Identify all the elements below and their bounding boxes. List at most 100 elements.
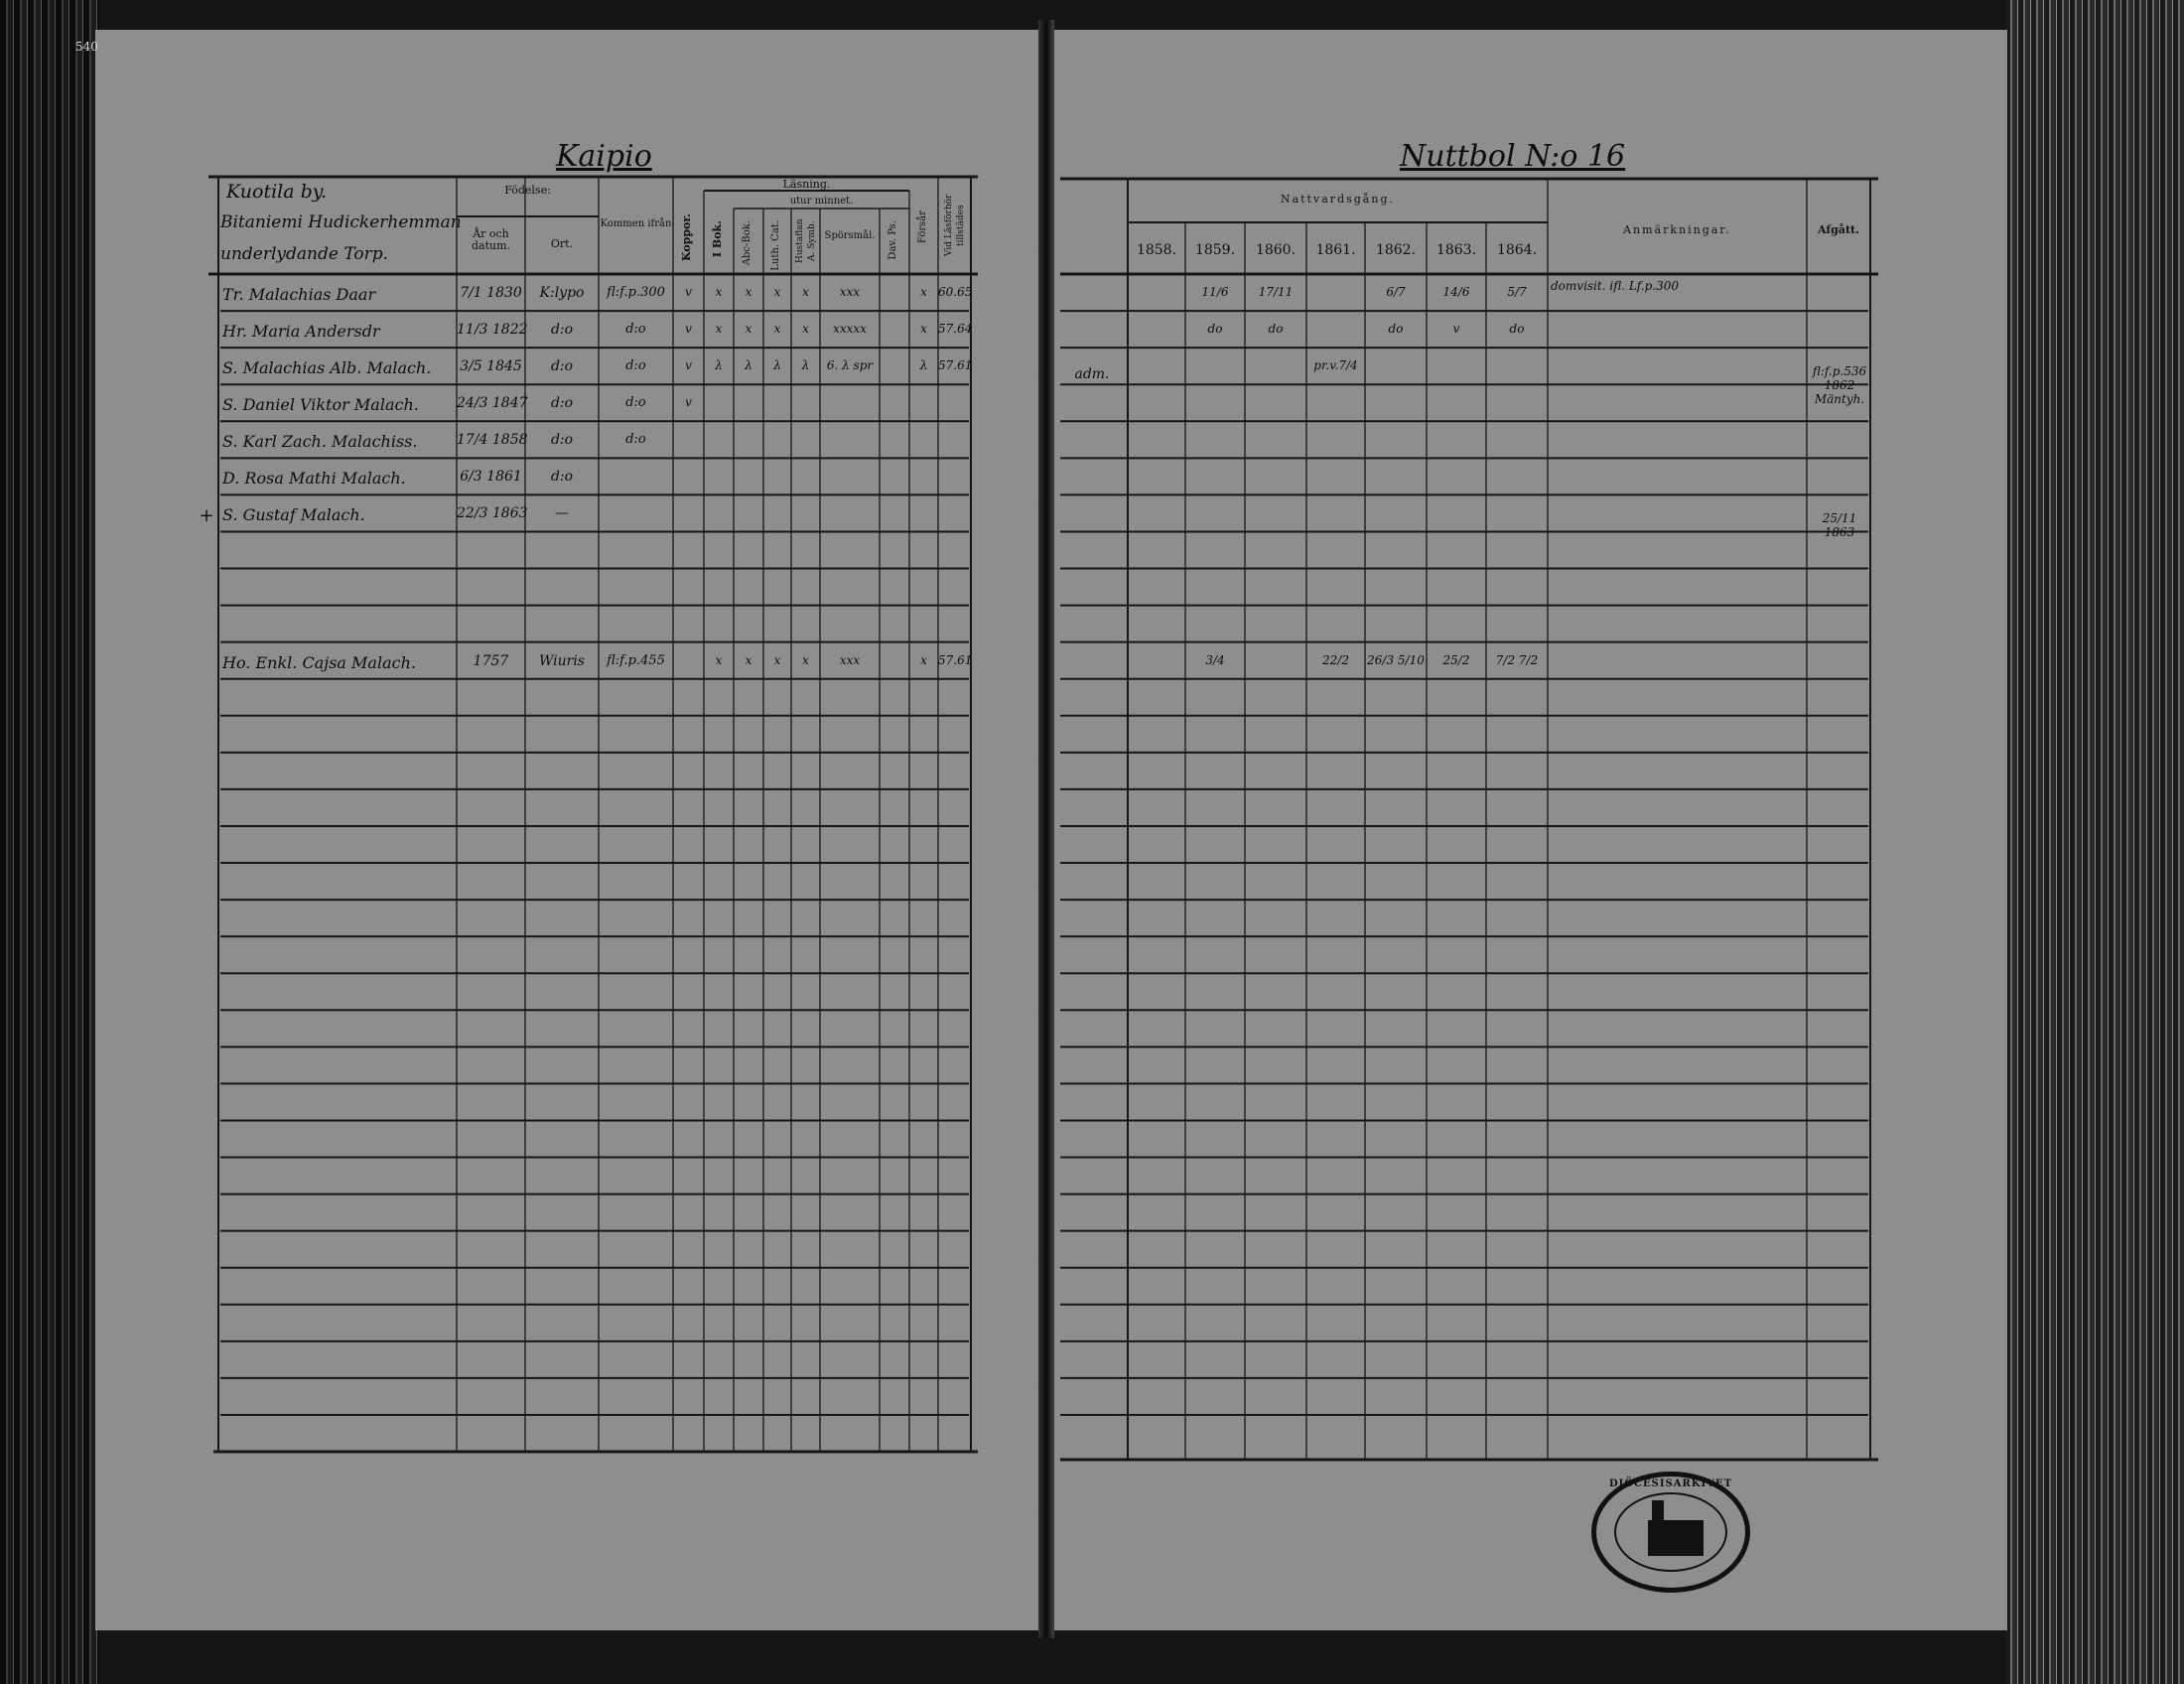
reading-mark-ibok: x: [715, 652, 723, 667]
reading-mark-luth: x: [773, 285, 781, 300]
church-icon: [1648, 1520, 1704, 1556]
communion-date: 14/6: [1442, 285, 1470, 300]
header-sporsmal: Spörsmål.: [824, 230, 876, 241]
person-name: D. Rosa Mathi Malach.: [222, 469, 406, 489]
left-place-title: Kaipio: [556, 139, 652, 174]
moved-from: d:o: [625, 395, 646, 411]
birth-place: Wiuris: [539, 652, 585, 669]
communion-date: do: [1388, 322, 1404, 337]
church-tower-icon: [1652, 1500, 1664, 1522]
reading-mark-husta: λ: [801, 358, 810, 373]
reading-mark-luth: λ: [773, 358, 781, 373]
birth-date: 6/3 1861: [460, 469, 522, 486]
moved-from: fl:f.p.300: [607, 285, 665, 301]
header-year: 1858.: [1136, 242, 1177, 258]
stamp-inner-ring: [1614, 1492, 1727, 1572]
reading-mark-ibok: x: [715, 285, 723, 300]
birth-date: 7/1 1830: [460, 285, 522, 302]
book-gutter: [1038, 20, 1054, 1638]
header-nattvardsgang: Nattvardsgång.: [1281, 193, 1395, 206]
village-header-line-2: Bitaniemi Hudickerhemman: [220, 212, 462, 232]
birth-place: K:lypo: [539, 285, 585, 302]
right-place-title: Nuttbol N:o 16: [1400, 139, 1626, 174]
departure-note: 25/11 1863: [1822, 511, 1857, 540]
reading-mark-spors: 6. λ spr: [826, 358, 874, 373]
person-name: S. Daniel Viktor Malach.: [222, 395, 419, 415]
person-name: S. Gustaf Malach.: [222, 505, 365, 525]
communion-date: 26/3 5/10: [1367, 652, 1425, 667]
reading-mark-koppor: v: [685, 395, 692, 410]
birth-date: 17/4 1858: [457, 432, 528, 449]
reading-mark-ibok: λ: [715, 358, 723, 373]
birth-place: —: [555, 505, 569, 522]
reading-mark-abc: x: [745, 322, 752, 337]
header-koppor: Koppor.: [680, 213, 693, 261]
reading-mark-abc: x: [745, 285, 752, 300]
birth-date: 22/3 1863: [457, 505, 528, 522]
communion-date: v: [1452, 322, 1460, 337]
birth-place: d:o: [550, 432, 574, 449]
row-mark: +: [199, 505, 214, 527]
reading-mark-koppor: v: [685, 322, 692, 337]
header-year: 1864.: [1496, 242, 1538, 258]
reading-mark-forsar: x: [920, 322, 927, 337]
reading-mark-luth: x: [773, 322, 781, 337]
communion-date: do: [1509, 322, 1525, 337]
moved-from: d:o: [625, 358, 646, 374]
reading-mark-spors: xxx: [839, 285, 861, 300]
reading-mark-vid: 57.61: [938, 652, 973, 667]
birth-date: 1757: [473, 652, 509, 669]
person-name: Tr. Malachias Daar: [222, 285, 376, 305]
header-lasning: Läsning.: [782, 178, 831, 191]
reading-mark-forsar: λ: [919, 358, 928, 373]
person-name: S. Karl Zach. Malachiss.: [222, 432, 418, 452]
birth-place: d:o: [550, 358, 574, 375]
remark: domvisit. ifl. Lf.p.300: [1551, 279, 1680, 294]
archive-stamp: DIÖCESISARKIVET: [1591, 1472, 1750, 1593]
page-number: 540: [75, 40, 98, 54]
communion-date: 11/6: [1201, 285, 1229, 300]
reading-mark-luth: x: [773, 652, 781, 667]
communion-date: 7/2 7/2: [1495, 652, 1539, 667]
birth-place: d:o: [550, 322, 574, 339]
header-hustaflan: Hustaflan A. Symb.: [795, 218, 817, 264]
village-header-line-1: Kuotila by.: [226, 181, 328, 203]
header-fodelse: Födelse:: [504, 184, 551, 197]
header-dav-ps: Dav. Ps.: [887, 220, 898, 260]
moved-from: d:o: [625, 432, 646, 448]
header-year: 1860.: [1255, 242, 1297, 258]
moved-from: fl:f.p.455: [607, 652, 665, 668]
header-forsar: Försår: [917, 210, 928, 244]
header-afgatt: Afgått.: [1818, 223, 1859, 236]
left-page: [95, 30, 1040, 1630]
moved-from: d:o: [625, 322, 646, 338]
reading-mark-husta: x: [802, 652, 809, 667]
header-utur-minnet: utur minnet.: [789, 196, 854, 207]
communion-date: do: [1268, 322, 1284, 337]
birth-date: 3/5 1845: [460, 358, 522, 375]
person-name: S. Malachias Alb. Malach.: [222, 358, 432, 378]
birth-place: d:o: [550, 469, 574, 486]
book-binding-left: [0, 0, 99, 1684]
right-page: [1052, 30, 2007, 1630]
reading-mark-husta: x: [802, 285, 809, 300]
header-year: 1863.: [1435, 242, 1477, 258]
communion-date: 17/11: [1258, 285, 1294, 300]
reading-mark-spors: xxxxx: [833, 322, 867, 337]
reading-mark-ibok: x: [715, 322, 723, 337]
birth-date: 24/3 1847: [457, 395, 528, 412]
communion-date: 5/7: [1507, 285, 1527, 300]
person-name: Hr. Maria Andersdr: [222, 322, 380, 342]
reading-mark-forsar: x: [920, 285, 927, 300]
header-ar-och-datum: År och datum.: [471, 227, 511, 252]
reading-mark-vid: 60.65: [938, 285, 973, 300]
header-luth-cat: Luth. Cat.: [770, 220, 781, 271]
header-kommen-ifran: Kommen ifrån: [600, 218, 672, 229]
birth-date: 11/3 1822: [457, 322, 528, 339]
header-year: 1861.: [1315, 242, 1356, 258]
row-annotation: adm.: [1074, 366, 1110, 383]
header-vid-lasforhor: Vid Läsförhör tillstädes: [944, 194, 966, 257]
header-abc-bok: Abc-Bok.: [742, 220, 752, 266]
birth-place: d:o: [550, 395, 574, 412]
